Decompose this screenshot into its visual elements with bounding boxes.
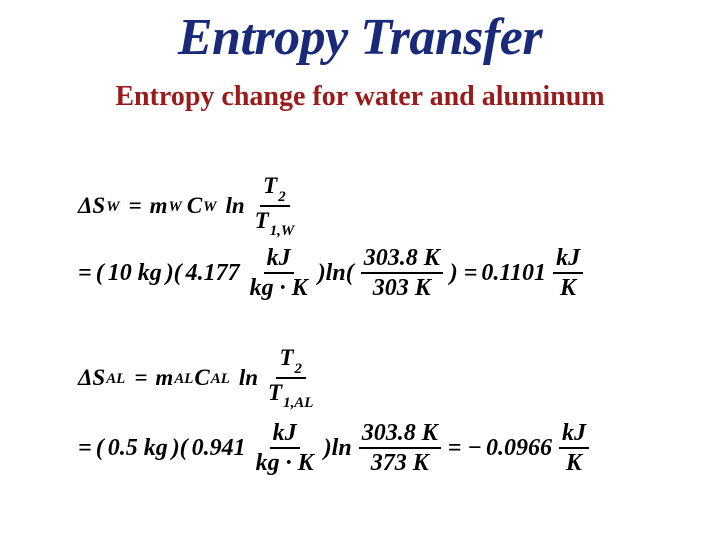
T1: T xyxy=(268,380,282,405)
unit-num: kJ xyxy=(270,421,300,449)
T-num: 303.8 K xyxy=(359,421,441,449)
unit-den: kg · K xyxy=(253,449,317,475)
equals: = xyxy=(78,435,92,462)
T2: T xyxy=(263,173,277,198)
subtitle: Entropy change for water and aluminum xyxy=(0,81,720,113)
C-label: C xyxy=(194,365,209,391)
T1-sub: 1,W xyxy=(270,223,295,239)
T2: T xyxy=(279,345,293,370)
m-sub: AL xyxy=(174,371,193,388)
frac-temps-water: 303.8 K 303 K xyxy=(361,246,443,300)
unit-den: kg · K xyxy=(247,274,311,300)
T2-sub: 2 xyxy=(278,189,285,205)
paren-ln: )ln xyxy=(324,435,352,462)
paren-close-eq: ) = xyxy=(450,260,478,287)
frac-result-unit-water: kJ K xyxy=(553,246,583,300)
mass-value: 10 kg xyxy=(108,260,162,287)
paren: )( xyxy=(166,260,182,287)
T1: T xyxy=(255,208,269,233)
equals: = xyxy=(134,365,147,391)
cp-value: 4.177 xyxy=(186,260,240,287)
T-den: 303 K xyxy=(370,274,434,300)
T-num: 303.8 K xyxy=(361,246,443,274)
equation-water-calc: = ( 10 kg )( 4.177 kJ kg · K )ln( 303.8 … xyxy=(78,243,586,303)
frac-unit-water: kJ kg · K xyxy=(247,246,311,300)
equation-al-def: ΔSAL = mAL CAL ln T2 T1,AL xyxy=(78,348,320,408)
equation-al-calc: = ( 0.5 kg )( 0.941 kJ kg · K )ln 303.8 … xyxy=(78,418,592,478)
paren: )( xyxy=(172,435,188,462)
m-label: m xyxy=(155,365,173,391)
equation-water-def: ΔSW = mW CW ln T2 T1,W xyxy=(78,176,301,236)
res-unit-num: kJ xyxy=(559,421,589,449)
frac-result-unit-al: kJ K xyxy=(559,421,589,475)
res-unit-num: kJ xyxy=(553,246,583,274)
res-unit-den: K xyxy=(563,449,585,475)
result-value: 0.1101 xyxy=(481,260,546,287)
deltaS-sub: W xyxy=(106,199,119,216)
frac-T-al: T2 T1,AL xyxy=(265,346,317,409)
paren-ln: )ln( xyxy=(318,260,354,287)
T-den: 373 K xyxy=(368,449,432,475)
result-value: 0.0966 xyxy=(486,435,552,462)
frac-temps-al: 303.8 K 373 K xyxy=(359,421,441,475)
mass-value: 0.5 kg xyxy=(108,435,168,462)
page-title: Entropy Transfer xyxy=(0,8,720,67)
paren-open: ( xyxy=(96,435,104,462)
paren-open: ( xyxy=(96,260,104,287)
C-sub: W xyxy=(203,199,216,216)
frac-unit-al: kJ kg · K xyxy=(253,421,317,475)
ln-label: ln xyxy=(239,365,258,391)
equals: = xyxy=(78,260,92,287)
deltaS-label: ΔS xyxy=(78,193,105,219)
m-sub: W xyxy=(169,199,182,216)
frac-T-water: T2 T1,W xyxy=(252,174,299,237)
T2-sub: 2 xyxy=(295,361,302,377)
deltaS-sub: AL xyxy=(106,371,125,388)
deltaS-label: ΔS xyxy=(78,365,105,391)
T1-sub: 1,AL xyxy=(283,395,313,411)
C-label: C xyxy=(187,193,202,219)
cp-value: 0.941 xyxy=(192,435,246,462)
m-label: m xyxy=(150,193,168,219)
unit-num: kJ xyxy=(264,246,294,274)
res-unit-den: K xyxy=(557,274,579,300)
equals: = xyxy=(129,193,142,219)
eq-neg: = − xyxy=(448,435,482,462)
C-sub: AL xyxy=(211,371,230,388)
ln-label: ln xyxy=(225,193,244,219)
